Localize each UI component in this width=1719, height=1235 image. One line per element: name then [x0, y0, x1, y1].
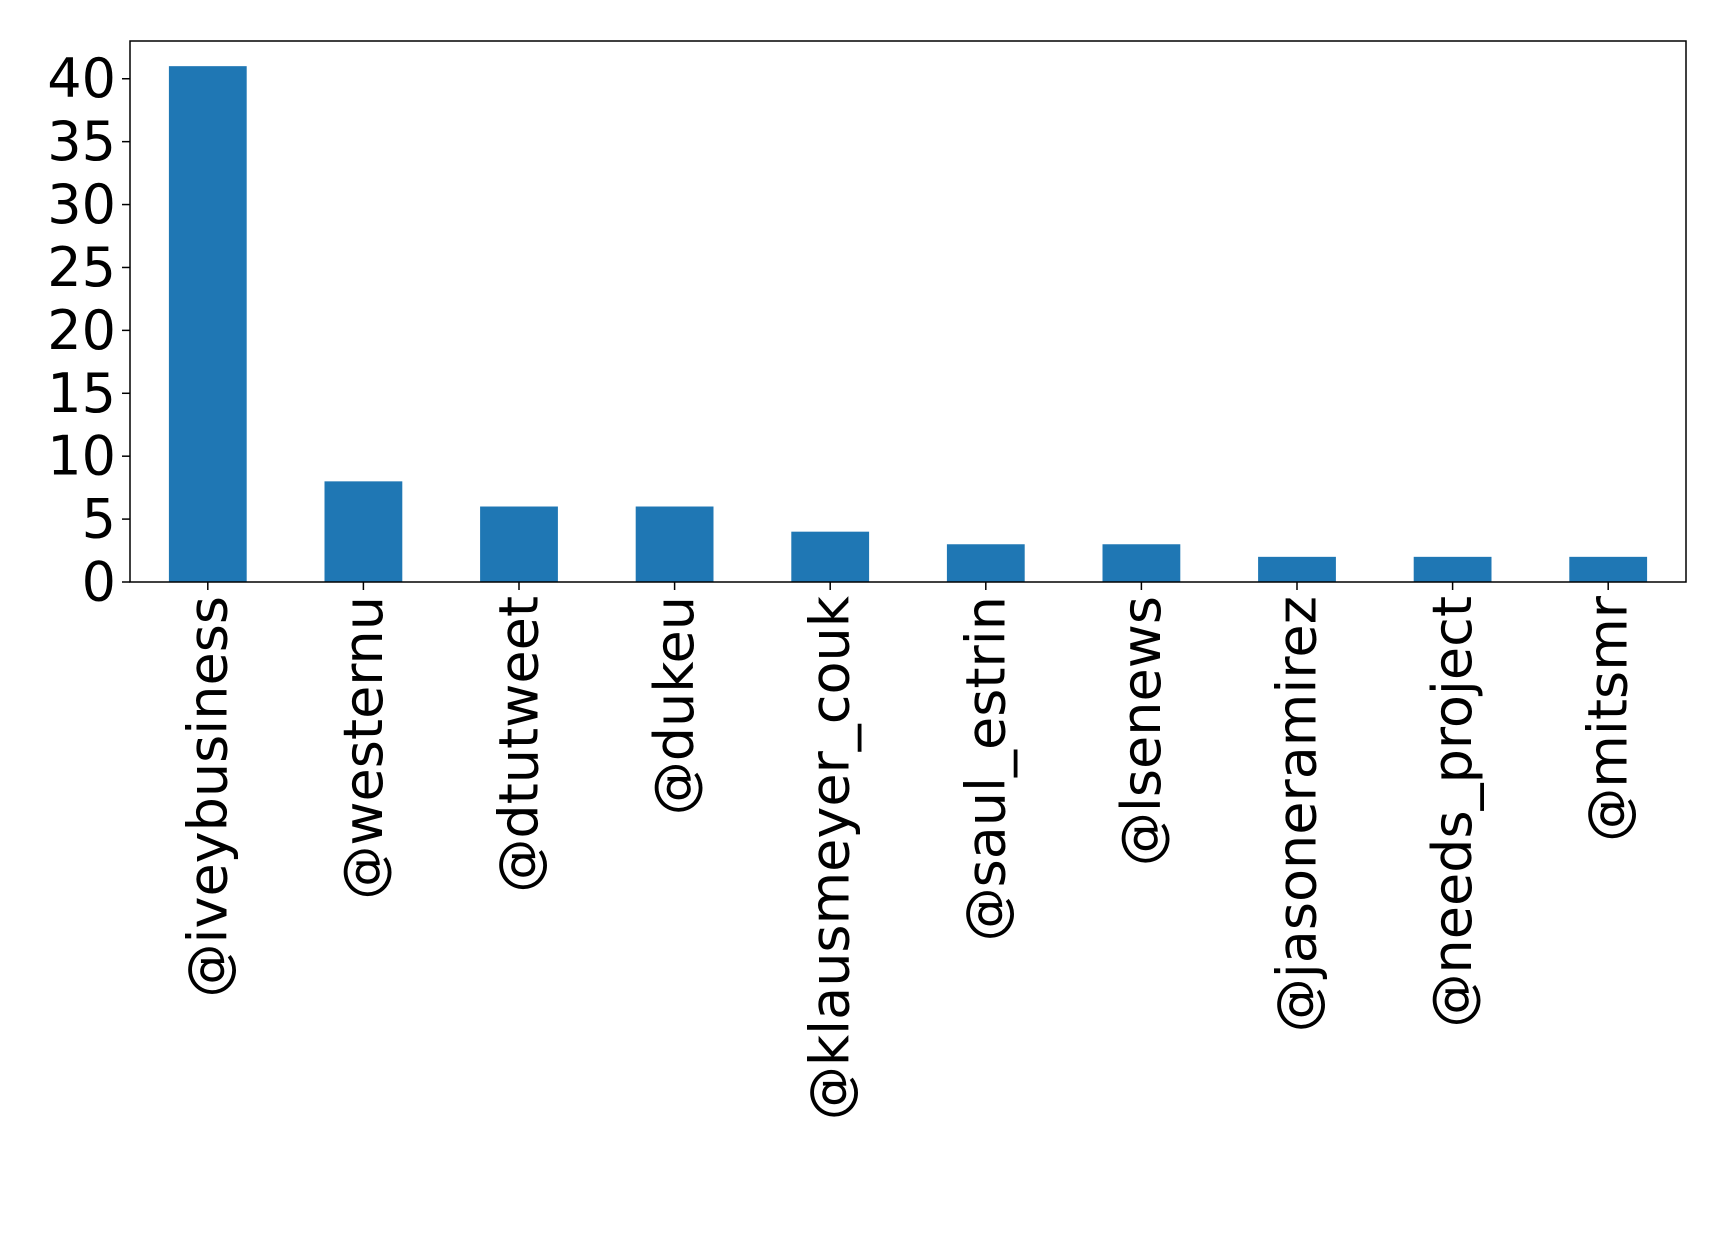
bar-saul_estrin: [946, 544, 1025, 582]
bar-dukeu: [635, 506, 714, 582]
y-tick-label: 20: [47, 299, 116, 362]
bar-mitsmr: [1569, 556, 1648, 582]
bar-lsenews: [1102, 544, 1181, 582]
y-tick-label: 40: [47, 47, 116, 110]
y-tick-label: 35: [47, 110, 116, 173]
x-tick-label: @mitsmr: [1577, 595, 1640, 842]
bar-westernu: [324, 481, 403, 582]
x-tick-label: @klausmeyer_couk: [799, 595, 862, 1120]
x-tick-label: @needs_project: [1421, 596, 1484, 1028]
y-tick-label: 10: [47, 425, 116, 488]
x-tick-label: @dukeu: [643, 596, 706, 815]
x-tick-label: @lsenews: [1110, 596, 1173, 866]
y-tick-label: 25: [47, 236, 116, 299]
x-tick-label: @saul_estrin: [954, 596, 1017, 941]
bar-dtutweet: [480, 506, 558, 582]
bar-needs_project: [1413, 556, 1492, 582]
x-axis: @iveybusiness @westernu @dtutweet @dukeu @kl…: [176, 582, 1640, 1120]
y-tick-label: 5: [82, 488, 116, 551]
bar-jasoneramirez: [1258, 556, 1336, 582]
bar-iveybusiness: [168, 66, 247, 583]
x-tick-label: @jasoneramirez: [1266, 596, 1329, 1032]
x-tick-label: @westernu: [332, 596, 395, 900]
x-tick-label: @dtutweet: [488, 596, 551, 893]
bars-group: [168, 66, 1648, 583]
y-tick-label: 0: [82, 551, 116, 614]
y-tick-label: 15: [47, 362, 116, 425]
y-tick-label: 30: [47, 173, 116, 236]
plot-frame: [129, 40, 1687, 583]
x-tick-label: @iveybusiness: [176, 596, 239, 998]
bar-klausmeyer_couk: [791, 531, 870, 582]
